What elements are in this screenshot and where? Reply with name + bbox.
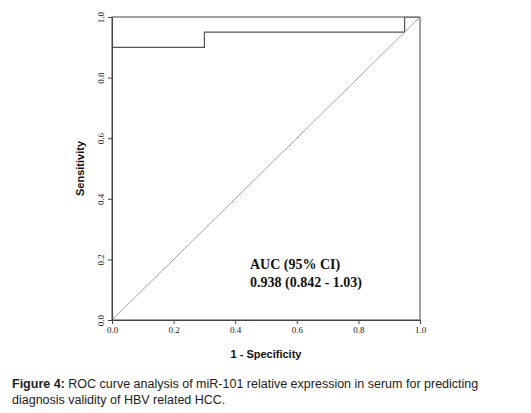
x-tick-mark	[358, 320, 359, 324]
y-tick: 0.4	[96, 193, 112, 205]
caption-part: of	[107, 393, 121, 407]
y-tick-mark	[108, 199, 112, 200]
plot: 0.0 0.2 0.4 0.6 0.8 1.0 0.0 0.2 0.4 0.6 0.8 1.0	[96, 11, 427, 335]
caption-part: serum	[364, 377, 402, 391]
caption-part: diagnosis	[12, 393, 65, 407]
caption-part: related	[150, 393, 192, 407]
y-tick-label: 0.2	[96, 254, 106, 265]
x-axis-title: 1 - Specificity	[231, 348, 303, 360]
y-tick-mark	[108, 78, 112, 79]
x-axis-line	[113, 320, 421, 321]
caption-part: in	[351, 377, 364, 391]
y-tick: 0.0	[96, 314, 112, 326]
y-tick-label: 0.4	[96, 193, 106, 205]
caption-part: expression	[287, 377, 351, 391]
y-tick-label: 0.8	[96, 72, 106, 84]
y-tick-mark	[108, 259, 112, 260]
y-tick-mark	[108, 17, 112, 18]
caption-part: HCC.	[191, 393, 225, 407]
x-tick: 0.8	[353, 320, 365, 335]
x-tick-mark	[420, 320, 421, 324]
x-tick: 0.2	[168, 320, 179, 335]
y-tick-label: 0.0	[96, 314, 106, 326]
caption-part: curve	[96, 377, 130, 391]
roc-line	[112, 17, 420, 320]
caption-part: predicting	[421, 377, 479, 391]
x-tick-label: 1.0	[415, 325, 427, 335]
caption-part: ROC	[65, 377, 96, 391]
x-tick-label: 0.6	[292, 325, 304, 335]
y-tick: 0.2	[96, 254, 112, 265]
caption-part: HBV	[120, 393, 150, 407]
caption-part: Figure	[12, 377, 50, 391]
caption-part: validity	[65, 393, 107, 407]
y-tick-mark	[108, 138, 112, 139]
caption: Figure 4: ROC curve analysis of miR-101 …	[12, 377, 478, 407]
x-tick-label: 0.2	[168, 325, 179, 335]
lines	[112, 17, 420, 320]
x-tick: 0.4	[230, 320, 242, 335]
x-tick: 1.0	[415, 320, 427, 335]
y-axis-line	[112, 18, 113, 321]
x-tick-label: 0.8	[353, 325, 365, 335]
y-axis-title: Sensitivity	[74, 140, 86, 196]
x-tick: 0.6	[292, 320, 304, 335]
y-tick: 0.8	[96, 72, 112, 84]
caption-part: relative	[243, 377, 287, 391]
x-tick-mark	[297, 320, 298, 324]
caption-part: of	[179, 377, 193, 391]
y-tick-label: 1.0	[96, 11, 106, 23]
y-axis: 0.0 0.2 0.4 0.6 0.8 1.0	[96, 11, 113, 326]
x-tick-label: 0.4	[230, 325, 242, 335]
x-tick-mark	[112, 320, 113, 324]
x-tick: 0.0	[107, 320, 119, 335]
annotation: 0.938 (0.842 - 1.03)	[250, 275, 362, 291]
roc-line	[112, 17, 420, 320]
y-tick-mark	[108, 320, 112, 321]
caption-part: 4:	[50, 377, 65, 391]
plot-frame	[112, 17, 420, 320]
y-tick-label: 0.6	[96, 133, 106, 145]
x-tick-mark	[235, 320, 236, 324]
annotation: AUC (95% CI)	[250, 257, 341, 273]
caption-part: analysis	[130, 377, 179, 391]
x-tick-label: 0.0	[107, 325, 119, 335]
y-tick: 1.0	[96, 11, 112, 23]
x-axis: 0.0 0.2 0.4 0.6 0.8 1.0	[107, 320, 427, 335]
x-tick-mark	[174, 320, 175, 324]
caption-part: miR-101	[193, 377, 244, 391]
chart: 0.0 0.2 0.4 0.6 0.8 1.0 0.0 0.2 0.4 0.6 0.8 1.0 1 - …	[0, 0, 531, 413]
y-tick: 0.6	[96, 133, 112, 145]
caption-part: for	[402, 377, 420, 391]
